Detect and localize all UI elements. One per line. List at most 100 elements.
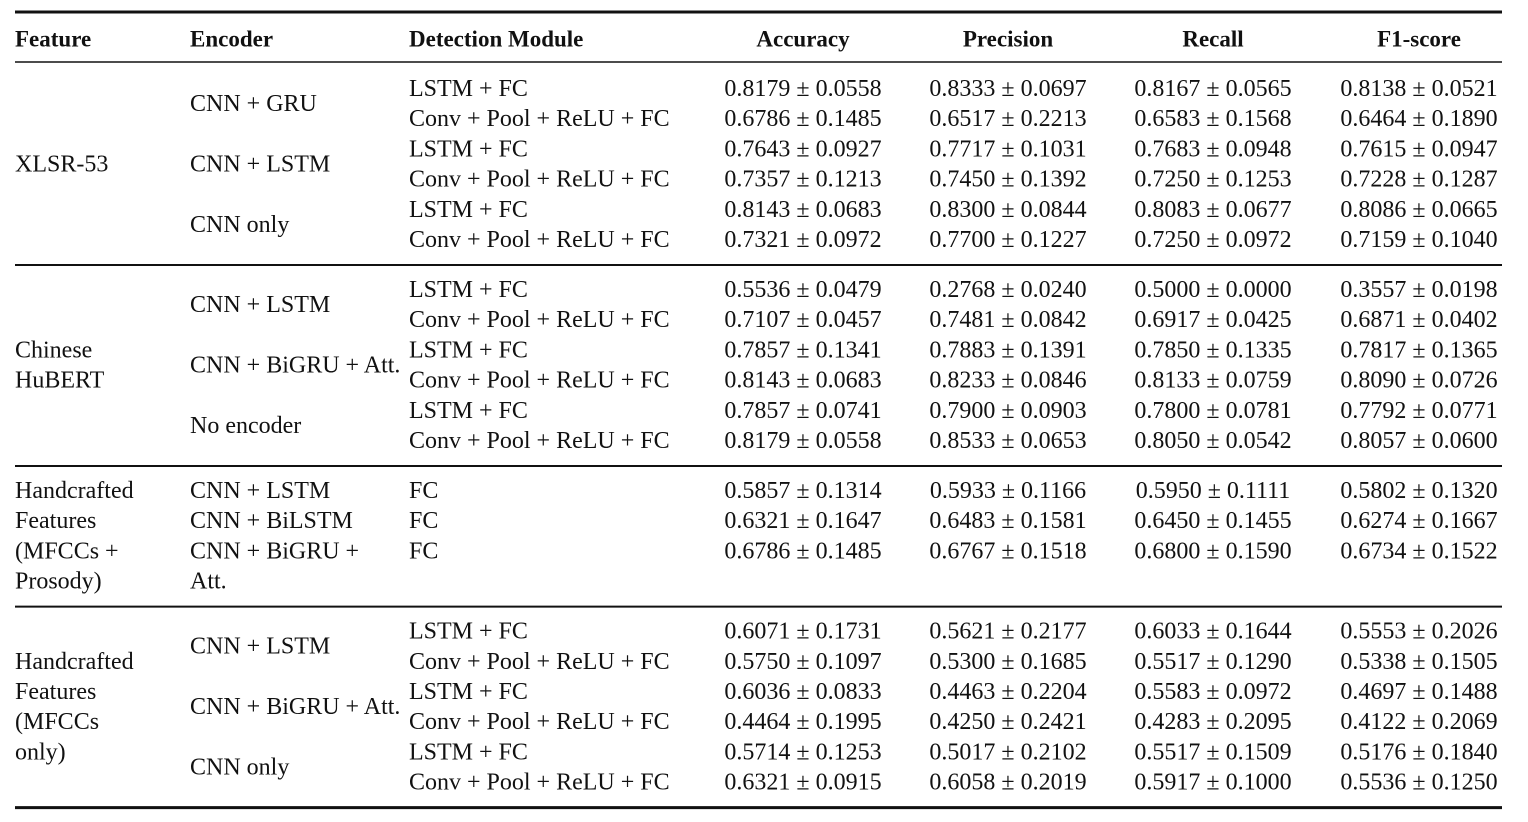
metric-value: 0.6871 ± 0.0402 <box>1340 307 1497 333</box>
metric-value: 0.6483 ± 0.1581 <box>929 508 1086 534</box>
metric-value: 0.7700 ± 0.1227 <box>929 227 1086 253</box>
feature-name: only) <box>15 739 66 765</box>
feature-name: (MFCCs <box>15 709 99 735</box>
metric-value: 0.6800 ± 0.1590 <box>1134 538 1291 564</box>
metric-value: 0.8233 ± 0.0846 <box>929 368 1086 394</box>
metric-value: 0.6464 ± 0.1890 <box>1340 106 1497 132</box>
metric-value: 0.7357 ± 0.1213 <box>724 167 881 193</box>
metric-value: 0.7250 ± 0.1253 <box>1134 167 1291 193</box>
metric-value: 0.6767 ± 0.1518 <box>929 538 1086 564</box>
metric-value: 0.5536 ± 0.0479 <box>724 277 881 303</box>
metric-value: 0.6917 ± 0.0425 <box>1134 307 1291 333</box>
feature-name: Features <box>15 508 96 534</box>
metric-value: 0.8090 ± 0.0726 <box>1340 368 1497 394</box>
metric-value: 0.5517 ± 0.1290 <box>1134 649 1291 675</box>
detection-module: LSTM + FC <box>409 197 528 223</box>
metric-value: 0.4122 ± 0.2069 <box>1340 709 1497 735</box>
encoder-name: CNN + LSTM <box>190 478 330 504</box>
metric-value: 0.8143 ± 0.0683 <box>724 368 881 394</box>
metric-value: 0.5621 ± 0.2177 <box>929 619 1086 645</box>
metric-value: 0.6033 ± 0.1644 <box>1134 619 1291 645</box>
metric-value: 0.8050 ± 0.0542 <box>1134 428 1291 454</box>
metric-value: 0.6036 ± 0.0833 <box>724 679 881 705</box>
encoder-name: CNN only <box>190 212 289 238</box>
detection-module: LSTM + FC <box>409 739 528 765</box>
detection-module: FC <box>409 538 438 564</box>
metric-value: 0.8083 ± 0.0677 <box>1134 197 1291 223</box>
metric-value: 0.5536 ± 0.1250 <box>1340 770 1497 796</box>
metric-value: 0.6321 ± 0.1647 <box>724 508 881 534</box>
metric-value: 0.6274 ± 0.1667 <box>1340 508 1497 534</box>
encoder-name: CNN + BiGRU + Att. <box>190 353 400 379</box>
detection-module: LSTM + FC <box>409 76 528 102</box>
metric-value: 0.8133 ± 0.0759 <box>1134 368 1291 394</box>
metric-value: 0.4697 ± 0.1488 <box>1340 679 1497 705</box>
metric-value: 0.7159 ± 0.1040 <box>1340 227 1497 253</box>
metric-value: 0.5802 ± 0.1320 <box>1340 478 1497 504</box>
metric-value: 0.4464 ± 0.1995 <box>724 709 881 735</box>
metric-value: 0.8086 ± 0.0665 <box>1340 197 1497 223</box>
feature-name: (MFCCs + <box>15 538 119 564</box>
detection-module: LSTM + FC <box>409 679 528 705</box>
encoder-name: CNN + LSTM <box>190 292 330 318</box>
metric-value: 0.5714 ± 0.1253 <box>724 739 881 765</box>
metric-value: 0.6786 ± 0.1485 <box>724 106 881 132</box>
feature-name: Features <box>15 679 96 705</box>
column-header: F1-score <box>1377 27 1461 52</box>
metric-value: 0.8300 ± 0.0844 <box>929 197 1086 223</box>
feature-name: HuBERT <box>15 368 105 394</box>
column-header: Detection Module <box>409 27 583 52</box>
metric-value: 0.7321 ± 0.0972 <box>724 227 881 253</box>
metric-value: 0.7883 ± 0.1391 <box>929 337 1086 363</box>
metric-value: 0.5917 ± 0.1000 <box>1134 770 1291 796</box>
metric-value: 0.8533 ± 0.0653 <box>929 428 1086 454</box>
metric-value: 0.5517 ± 0.1509 <box>1134 739 1291 765</box>
metric-value: 0.7107 ± 0.0457 <box>724 307 881 333</box>
metric-value: 0.7817 ± 0.1365 <box>1340 337 1497 363</box>
metric-value: 0.8167 ± 0.0565 <box>1134 76 1291 102</box>
encoder-name: CNN only <box>190 755 289 781</box>
detection-module: LSTM + FC <box>409 277 528 303</box>
metric-value: 0.8333 ± 0.0697 <box>929 76 1086 102</box>
detection-module: Conv + Pool + ReLU + FC <box>409 307 670 333</box>
metric-value: 0.7800 ± 0.0781 <box>1134 398 1291 424</box>
encoder-name: CNN + BiGRU + <box>190 538 359 564</box>
metric-value: 0.7615 ± 0.0947 <box>1340 136 1497 162</box>
metric-value: 0.7228 ± 0.1287 <box>1340 167 1497 193</box>
metric-value: 0.7900 ± 0.0903 <box>929 398 1086 424</box>
metric-value: 0.6786 ± 0.1485 <box>724 538 881 564</box>
metric-value: 0.7792 ± 0.0771 <box>1340 398 1497 424</box>
column-header: Precision <box>963 27 1053 52</box>
encoder-name: CNN + LSTM <box>190 152 330 178</box>
feature-name: Handcrafted <box>15 649 134 675</box>
detection-module: FC <box>409 508 438 534</box>
metric-value: 0.6058 ± 0.2019 <box>929 770 1086 796</box>
metric-value: 0.6450 ± 0.1455 <box>1134 508 1291 534</box>
feature-name: Chinese <box>15 337 92 363</box>
metric-value: 0.5583 ± 0.0972 <box>1134 679 1291 705</box>
detection-module: Conv + Pool + ReLU + FC <box>409 709 670 735</box>
metric-value: 0.5750 ± 0.1097 <box>724 649 881 675</box>
column-header: Accuracy <box>756 27 850 52</box>
detection-module: Conv + Pool + ReLU + FC <box>409 770 670 796</box>
encoder-name: CNN + BiGRU + Att. <box>190 694 400 720</box>
metric-value: 0.4463 ± 0.2204 <box>929 679 1086 705</box>
metric-value: 0.7850 ± 0.1335 <box>1134 337 1291 363</box>
metric-value: 0.7450 ± 0.1392 <box>929 167 1086 193</box>
detection-module: LSTM + FC <box>409 136 528 162</box>
metric-value: 0.8179 ± 0.0558 <box>724 76 881 102</box>
detection-module: LSTM + FC <box>409 398 528 424</box>
column-header: Feature <box>15 27 91 52</box>
detection-module: FC <box>409 478 438 504</box>
metric-value: 0.5338 ± 0.1505 <box>1340 649 1497 675</box>
metric-value: 0.7857 ± 0.1341 <box>724 337 881 363</box>
feature-name: XLSR-53 <box>15 152 108 178</box>
metric-value: 0.3557 ± 0.0198 <box>1340 277 1497 303</box>
metric-value: 0.7857 ± 0.0741 <box>724 398 881 424</box>
encoder-name: Att. <box>190 569 227 595</box>
metric-value: 0.2768 ± 0.0240 <box>929 277 1086 303</box>
metric-value: 0.7250 ± 0.0972 <box>1134 227 1291 253</box>
metric-value: 0.4250 ± 0.2421 <box>929 709 1086 735</box>
metric-value: 0.5017 ± 0.2102 <box>929 739 1086 765</box>
